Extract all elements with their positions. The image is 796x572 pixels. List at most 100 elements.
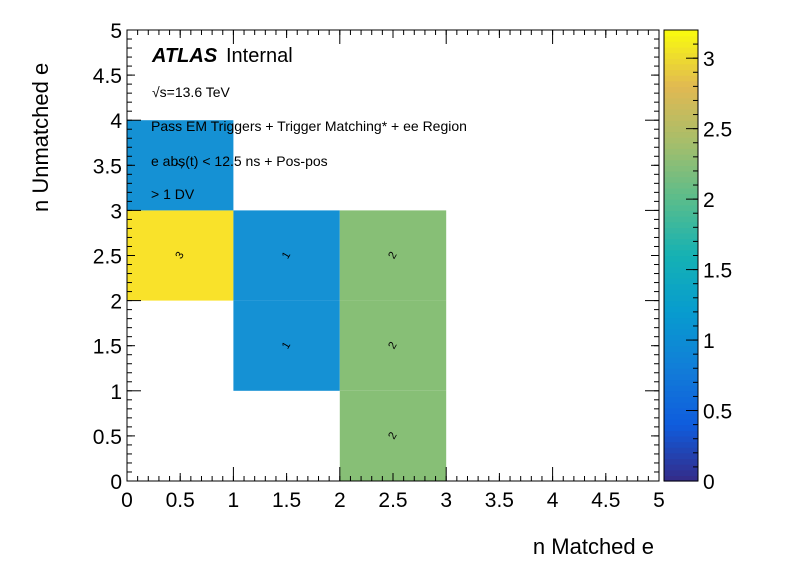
cell-value-label: 2 [386,250,399,261]
colorbar-band [664,238,698,245]
y-tick-label: 3.5 [93,155,122,178]
colorbar-band [664,46,698,54]
colorbar-band [664,69,698,76]
colorbar-band [664,255,698,262]
colorbar-band [664,300,698,307]
colorbar-band [664,182,698,189]
colorbar-band [664,86,698,93]
y-tick-label: 1.5 [93,336,122,359]
colorbar-band [664,165,698,172]
colorbar-band [664,103,698,110]
colorbar-band [664,159,698,166]
colorbar-band [664,30,698,37]
colorbar-band [664,469,698,476]
colorbar-band [664,80,698,87]
atlas-label: ATLAS [151,45,218,67]
x-tick-label: 4 [547,489,559,512]
selection-line-1: Pass EM Triggers + Trigger Matching* + e… [151,118,467,134]
colorbar-band [664,458,698,465]
colorbar-band [664,334,698,341]
x-axis-title: n Matched e [533,534,654,559]
colorbar-tick-label: 0.5 [703,401,732,424]
colorbar-band [664,340,698,347]
colorbar-band [664,232,698,240]
y-tick-label: 0 [110,471,122,494]
y-tick-label: 2.5 [93,246,122,269]
colorbar-band [664,199,698,206]
colorbar-band [664,52,698,59]
colorbar-band [664,294,698,302]
colorbar-band [664,311,698,319]
y-tick-label: 4.5 [93,65,122,88]
internal-label: Internal [226,45,293,67]
colorbar-band [664,210,698,217]
colorbar-band [664,452,698,460]
colorbar-band [664,216,698,223]
colorbar-band [664,75,698,82]
colorbar-band [664,475,698,482]
colorbar-band [664,244,698,251]
colorbar-band [664,108,698,116]
colorbar-tick-label: 0 [703,471,715,494]
colorbar-band [664,154,698,161]
colorbar-band [664,221,698,228]
colorbar-band [664,120,698,127]
colorbar-band [664,368,698,375]
colorbar-band [664,362,698,369]
colorbar-band [664,227,698,234]
x-tick-label: 1 [228,489,240,512]
cell-labels-layer: 3 1 1 1 2 2 2 [173,160,399,442]
colorbar-band [664,278,698,285]
colorbar-band [664,351,698,358]
heatmap-cell [233,300,340,391]
colorbar-band [664,317,698,324]
colorbar-band [664,131,698,138]
cells-layer [127,120,447,481]
colorbar-band [664,58,698,65]
colorbar-band [664,261,698,268]
y-tick-label: 5 [110,20,122,43]
cell-value-label: 1 [173,160,186,171]
colorbar-band [664,396,698,403]
heatmap-cell [339,390,447,481]
colorbar-band [664,187,698,195]
colorbar-band [664,373,698,381]
colorbar-band [664,148,698,155]
colorbar-band [664,441,698,448]
x-tick-label: 0 [121,489,133,512]
colorbar-band [664,413,698,420]
heatmap-cell [233,210,340,301]
colorbar-band [664,204,698,211]
cell-value-label: 2 [386,430,399,441]
colorbar-band [664,418,698,426]
colorbar-band [664,323,698,330]
colorbar-tick-label: 1.5 [703,260,732,283]
colorbar-band [664,125,698,133]
y-axis: 0 0.5 1 1.5 2 2.5 3 3.5 4 4.5 5 [93,20,659,494]
colorbar-band [664,176,698,183]
y-tick-label: 4 [110,110,122,133]
colorbar-band [664,385,698,392]
x-tick-label: 2.5 [378,489,407,512]
cell-value-label: 3 [173,250,186,261]
colorbar-band [664,390,698,398]
x-tick-label: 4.5 [591,489,620,512]
y-tick-label: 0.5 [93,426,122,449]
colorbar-tick-label: 2 [703,189,715,212]
cell-value-label: 2 [386,340,399,351]
colorbar-band [664,249,698,257]
colorbar-band [664,447,698,454]
colorbar-band [664,306,698,313]
cell-value-label: 1 [280,340,293,351]
y-tick-label: 2 [110,291,122,314]
colorbar-tick-label: 1 [703,330,715,353]
colorbar-band [664,97,698,104]
colorbar-band [664,63,698,71]
x-tick-label: 2 [334,489,346,512]
colorbar-band [664,289,698,296]
colorbar-band [664,92,698,99]
selection-line-2: e abs(t) < 12.5 ns + Pos-pos [151,153,328,169]
selection-line-3: > 1 DV [151,186,195,202]
x-tick-label: 3.5 [485,489,514,512]
